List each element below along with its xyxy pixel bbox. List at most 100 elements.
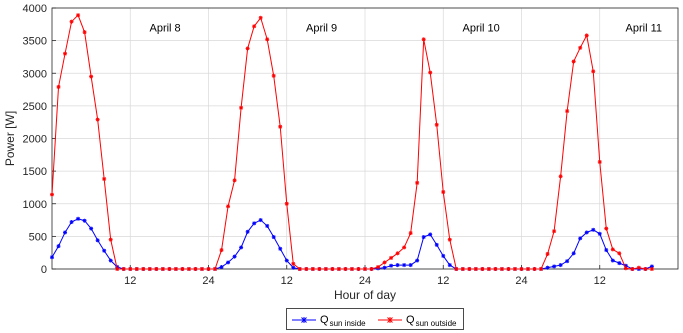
data-point: [330, 267, 334, 271]
x-tick-label: 24: [515, 275, 527, 287]
data-point: [480, 267, 484, 271]
data-point: [585, 33, 589, 37]
data-point: [135, 267, 139, 271]
data-point: [500, 267, 504, 271]
data-point: [304, 267, 308, 271]
annotation-label: April 11: [626, 23, 662, 35]
data-point: [539, 267, 543, 271]
data-point: [265, 224, 269, 228]
data-point: [148, 267, 152, 271]
data-point: [317, 267, 321, 271]
data-point: [259, 16, 263, 20]
data-point: [259, 218, 263, 222]
annotations: April 8 April 9 April 10 April 11: [150, 23, 663, 35]
data-point: [193, 267, 197, 271]
legend-label-inside-main: Q: [320, 314, 329, 326]
data-point: [167, 267, 171, 271]
data-point: [624, 266, 628, 270]
legend-swatch-inside: [291, 313, 317, 327]
x-tick-label: 24: [359, 275, 371, 287]
data-point: [526, 267, 530, 271]
annotation-label: April 10: [463, 23, 500, 35]
data-point: [565, 109, 569, 113]
data-point: [278, 125, 282, 129]
data-point: [591, 69, 595, 73]
data-point: [272, 74, 276, 78]
data-point: [246, 46, 250, 50]
data-point: [402, 263, 406, 267]
data-point: [96, 238, 100, 242]
data-point: [161, 267, 165, 271]
data-point: [611, 247, 615, 251]
data-point: [441, 254, 445, 258]
data-point: [370, 267, 374, 271]
data-point: [200, 267, 204, 271]
data-point: [252, 221, 256, 225]
data-point: [552, 264, 556, 268]
x-tick-label: 12: [124, 275, 136, 287]
data-point: [83, 30, 87, 34]
data-point: [272, 235, 276, 239]
data-point: [630, 267, 634, 271]
data-point: [213, 267, 217, 271]
data-point: [57, 244, 61, 248]
y-tick-label: 3000: [23, 68, 47, 80]
data-point: [141, 267, 145, 271]
data-point: [89, 75, 93, 79]
y-tick-label: 2000: [23, 134, 47, 146]
data-point: [285, 202, 289, 206]
data-point: [559, 174, 563, 178]
data-point: [552, 229, 556, 233]
data-point: [461, 267, 465, 271]
data-point: [578, 46, 582, 50]
data-point: [487, 267, 491, 271]
data-point: [154, 267, 158, 271]
data-point: [298, 267, 302, 271]
data-point: [233, 255, 237, 259]
data-point: [617, 261, 621, 265]
data-point: [637, 266, 641, 270]
data-point: [428, 232, 432, 236]
data-point: [546, 266, 550, 270]
legend-swatch-outside: [377, 313, 403, 327]
data-point: [604, 248, 608, 252]
data-point: [76, 217, 80, 221]
data-point: [591, 228, 595, 232]
data-point: [402, 245, 406, 249]
data-point: [187, 267, 191, 271]
data-point: [252, 24, 256, 28]
data-point: [356, 267, 360, 271]
data-point: [376, 265, 380, 269]
data-point: [239, 245, 243, 249]
data-point: [572, 251, 576, 255]
data-point: [109, 238, 113, 242]
data-point: [383, 260, 387, 264]
data-point: [76, 13, 80, 17]
data-point: [467, 267, 471, 271]
data-point: [474, 267, 478, 271]
data-point: [422, 37, 426, 41]
data-point: [96, 118, 100, 122]
data-point: [643, 267, 647, 271]
data-point: [533, 267, 537, 271]
annotation-label: April 9: [306, 23, 337, 35]
data-point: [565, 259, 569, 263]
data-point: [239, 106, 243, 110]
data-point: [350, 267, 354, 271]
data-point: [520, 267, 524, 271]
data-point: [50, 193, 54, 197]
series-group: [50, 13, 654, 271]
data-point: [324, 267, 328, 271]
legend-label-outside-sub: sun outside: [416, 319, 457, 328]
chart: 0 500 1000 1500 2000 2500 3000 3500 4000 12 24 12 2…: [0, 0, 683, 305]
y-tick-label: 500: [29, 231, 47, 243]
x-tick-label: 12: [437, 275, 449, 287]
x-tick-label: 12: [594, 275, 606, 287]
data-point: [70, 220, 74, 224]
data-point: [617, 251, 621, 255]
data-point: [396, 263, 400, 267]
data-point: [180, 267, 184, 271]
data-point: [83, 219, 87, 223]
y-tick-label: 3500: [23, 36, 47, 48]
